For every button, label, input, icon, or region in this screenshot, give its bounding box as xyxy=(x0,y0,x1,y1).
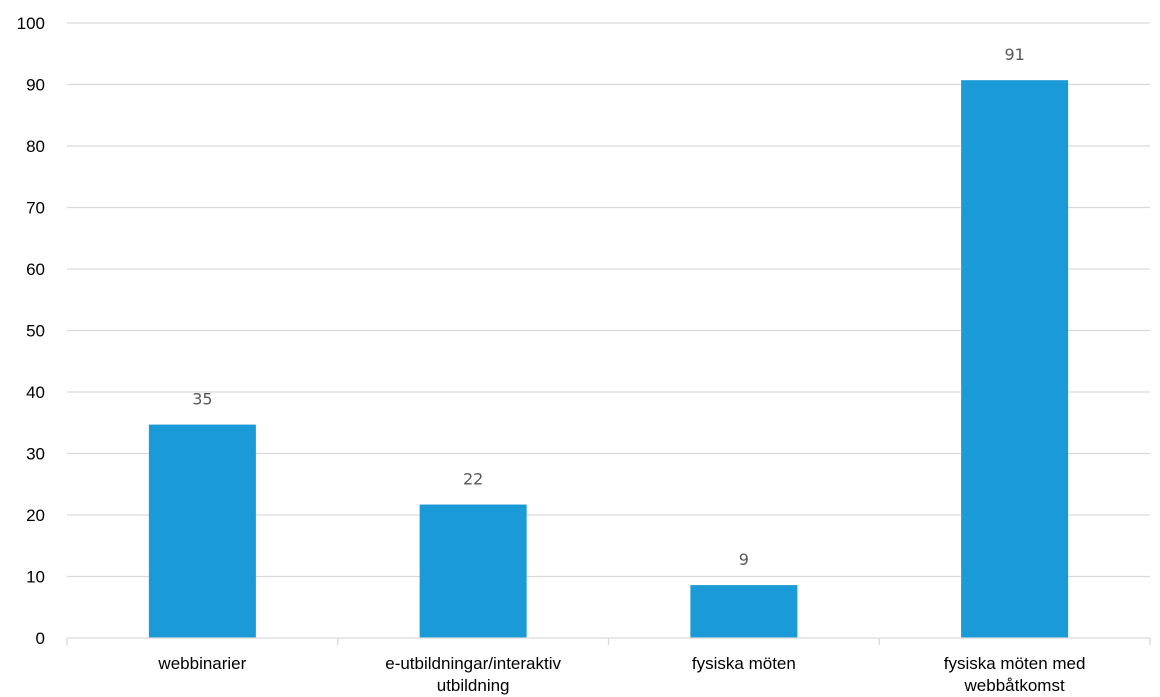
category-label: fysiska möten xyxy=(692,654,796,673)
bar xyxy=(961,80,1069,638)
y-tick-label: 80 xyxy=(26,137,45,156)
y-tick-label: 60 xyxy=(26,260,45,279)
category-labels: webbinarier e-utbildningar/interaktiv utbi… xyxy=(157,654,1085,695)
y-tick-label: 0 xyxy=(36,629,45,648)
y-tick-label: 20 xyxy=(26,506,45,525)
y-tick-label: 30 xyxy=(26,445,45,464)
bars xyxy=(148,80,1069,638)
bar xyxy=(690,585,798,638)
bar xyxy=(419,504,527,638)
category-label: webbinarier xyxy=(157,654,246,673)
category-label: utbildning xyxy=(437,676,510,695)
y-tick-label: 50 xyxy=(26,322,45,341)
bar xyxy=(148,424,256,638)
y-tick-label: 10 xyxy=(26,568,45,587)
y-tick-label: 40 xyxy=(26,383,45,402)
category-label: webbåtkomst xyxy=(964,676,1065,695)
y-tick-label: 100 xyxy=(17,14,45,33)
data-labels: 35 22 9 91 xyxy=(192,45,1025,569)
x-axis xyxy=(66,637,1151,645)
data-label: 91 xyxy=(1004,45,1024,64)
y-tick-label: 70 xyxy=(26,199,45,218)
category-label: e-utbildningar/interaktiv xyxy=(385,654,561,673)
category-label: fysiska möten med xyxy=(944,654,1086,673)
data-label: 35 xyxy=(192,390,212,409)
data-label: 9 xyxy=(739,550,749,569)
y-axis-ticks: 0 10 20 30 40 50 60 70 80 90 100 xyxy=(17,14,45,648)
data-label: 22 xyxy=(463,470,483,489)
y-tick-label: 90 xyxy=(26,76,45,95)
